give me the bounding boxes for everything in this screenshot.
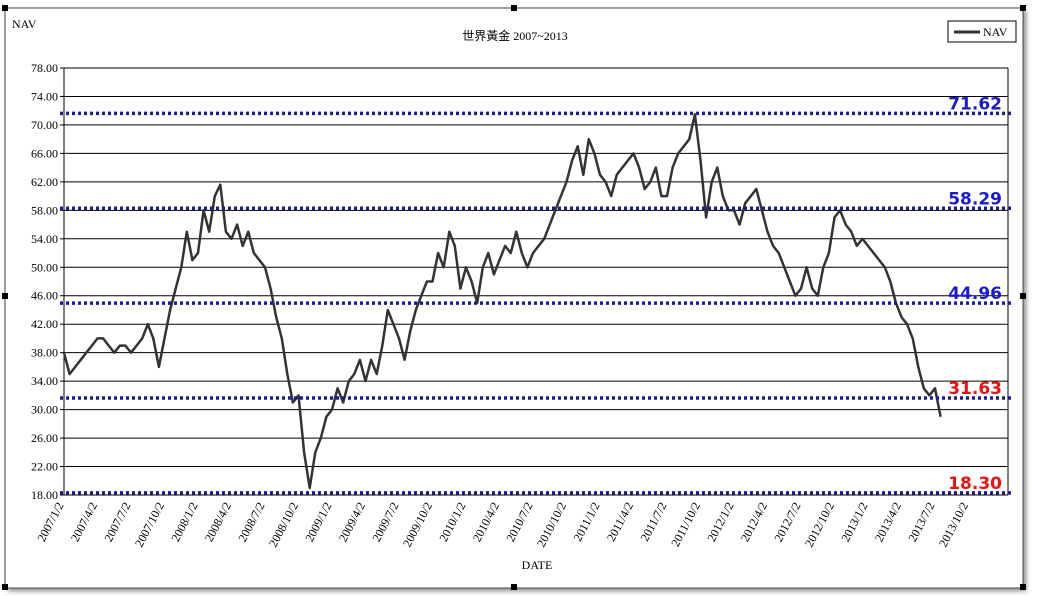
- y-tick-label: 46.00: [31, 289, 58, 303]
- y-tick-label: 38.00: [31, 346, 58, 360]
- reference-label: 71.62: [948, 94, 1002, 114]
- y-tick-label: 18.00: [31, 488, 58, 502]
- y-tick-label: 30.00: [31, 403, 58, 417]
- reference-label: 58.29: [948, 189, 1002, 209]
- reference-label: 44.96: [948, 284, 1002, 304]
- reference-label: 18.30: [948, 474, 1002, 494]
- y-tick-label: 50.00: [31, 260, 58, 274]
- y-tick-label: 74.00: [31, 89, 58, 103]
- y-tick-label: 26.00: [31, 431, 58, 445]
- series-line: [62, 113, 942, 490]
- y-axis-label: NAV: [12, 17, 37, 31]
- y-tick-label: 58.00: [31, 203, 58, 217]
- chart-frame: [4, 7, 1024, 589]
- y-tick-label: 22.00: [31, 460, 58, 474]
- reference-label: 31.63: [948, 379, 1002, 399]
- x-axis-label: DATE: [522, 558, 553, 572]
- selection-handles: [2, 5, 1026, 590]
- y-tick-label: 62.00: [31, 175, 58, 189]
- y-tick-label: 34.00: [31, 374, 58, 388]
- y-tick-label: 78.00: [31, 61, 58, 75]
- y-tick-label: 54.00: [31, 232, 58, 246]
- legend-label: NAV: [983, 25, 1008, 39]
- y-tick-label: 70.00: [31, 118, 58, 132]
- chart-title: 世界黃金 2007~2013: [462, 28, 568, 43]
- legend-box: [947, 20, 1017, 43]
- y-tick-label: 66.00: [31, 146, 58, 160]
- y-tick-label: 42.00: [31, 317, 58, 331]
